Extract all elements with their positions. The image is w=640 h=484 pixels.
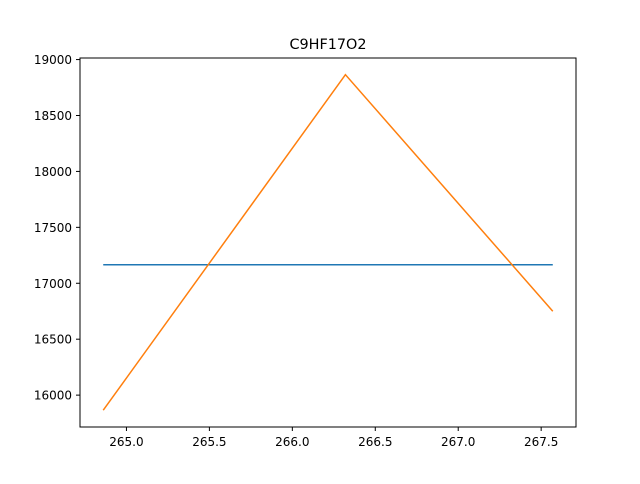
x-tick-label: 267.0 [441, 435, 475, 449]
x-tick-label: 265.0 [109, 435, 143, 449]
y-tick-label: 18000 [34, 165, 72, 179]
x-tick-label: 265.5 [192, 435, 226, 449]
plot-area-frame [79, 57, 577, 428]
x-tick-label: 267.5 [524, 435, 558, 449]
series-layer [102, 73, 554, 411]
y-tick-label: 19000 [34, 53, 72, 67]
y-tick-label: 17000 [34, 277, 72, 291]
y-tick-label: 18500 [34, 109, 72, 123]
x-axis-ticks: 265.0 265.5 266.0 266.5 267.0 267.5 [109, 427, 558, 449]
y-tick-label: 16000 [34, 389, 72, 403]
x-tick-label: 266.0 [275, 435, 309, 449]
y-axis-ticks: 16000 16500 17000 17500 18000 18500 19000 [34, 53, 80, 403]
y-tick-label: 16500 [34, 333, 72, 347]
series-line-2 [102, 73, 554, 411]
y-tick-label: 17500 [34, 221, 72, 235]
chart-title: C9HF17O2 [289, 37, 366, 53]
x-tick-label: 266.5 [358, 435, 392, 449]
